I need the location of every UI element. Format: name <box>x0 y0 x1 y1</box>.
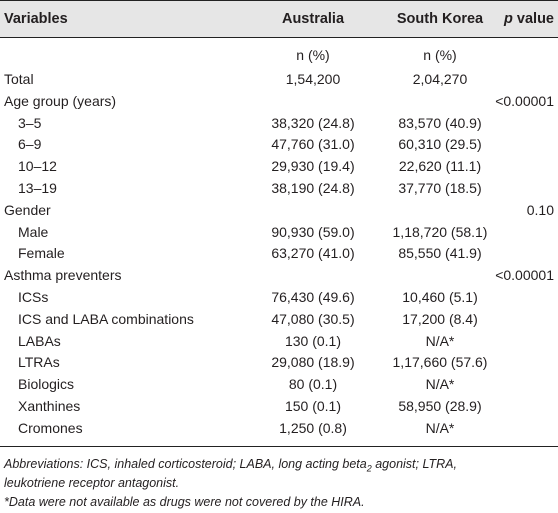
table-row: Gender 0.10 <box>0 199 558 221</box>
cell-south-korea: 1,18,720 (58.1) <box>392 223 488 240</box>
row-label: 10–12 <box>18 158 57 175</box>
table-row: Female 63,270 (41.0) 85,550 (41.9) <box>0 242 558 264</box>
table-row: Biologics 80 (0.1) N/A* <box>0 373 558 395</box>
cell-p-value: 0.10 <box>526 201 554 218</box>
table-row: 10–12 29,930 (19.4) 22,620 (11.1) <box>0 155 558 177</box>
header-p-letter: p <box>504 11 513 27</box>
cell-south-korea: 2,04,270 <box>412 71 468 87</box>
table-row: LTRAs 29,080 (18.9) 1,17,660 (57.6) <box>0 351 558 373</box>
cell-south-korea: 1,17,660 (57.6) <box>392 354 488 371</box>
table-row: 3–5 38,320 (24.8) 83,570 (40.9) <box>0 112 558 134</box>
table-row: Age group (years) <0.00001 <box>0 90 558 112</box>
cell-south-korea: 83,570 (40.9) <box>398 114 482 131</box>
footnote-data-note: *Data were not available as drugs were n… <box>4 495 365 509</box>
subheader-south-korea: n (%) <box>423 47 457 63</box>
header-p-value: p value <box>504 11 554 27</box>
row-label: ICS and LABA combinations <box>18 310 194 327</box>
row-label: 13–19 <box>18 180 57 196</box>
cell-australia: 47,080 (30.5) <box>271 310 355 327</box>
cell-australia: 29,080 (18.9) <box>271 354 355 371</box>
table-row: 6–9 47,760 (31.0) 60,310 (29.5) <box>0 133 558 155</box>
header-south-korea: South Korea <box>396 11 484 27</box>
table-row: LABAs 130 (0.1) N/A* <box>0 330 558 352</box>
cell-south-korea: 22,620 (11.1) <box>398 158 482 175</box>
row-label: Age group (years) <box>4 92 117 109</box>
table-row: ICS and LABA combinations 47,080 (30.5) 17… <box>0 308 558 330</box>
cell-south-korea: 58,950 (28.9) <box>398 398 482 414</box>
row-label: Female <box>18 245 65 262</box>
cell-australia: 1,54,200 <box>285 71 341 87</box>
table-bottom-rule <box>0 446 558 447</box>
footnote-abbreviations: Abbreviations: ICS, inhaled corticostero… <box>4 454 554 479</box>
row-label: Asthma preventers <box>4 267 122 284</box>
table-row: Xanthines 150 (0.1) 58,950 (28.9) <box>0 395 558 417</box>
header-value-word: value <box>512 11 554 27</box>
row-label: Cromones <box>18 419 83 436</box>
footnote-subscript: 2 <box>366 463 372 474</box>
cell-australia: 29,930 (19.4) <box>271 158 355 175</box>
cell-australia: 90,930 (59.0) <box>271 223 355 240</box>
cell-south-korea: 10,460 (5.1) <box>402 289 478 305</box>
table-row: Cromones 1,250 (0.8) N/A* <box>0 417 558 439</box>
table-row: Total 1,54,200 2,04,270 <box>0 68 558 90</box>
row-label: ICSs <box>18 289 49 305</box>
table-row: ICSs 76,430 (49.6) 10,460 (5.1) <box>0 286 558 308</box>
row-label: LABAs <box>18 332 61 349</box>
row-label: Total <box>4 71 34 87</box>
row-label: Gender <box>4 201 51 218</box>
row-label: Male <box>18 223 49 240</box>
table-row: 13–19 38,190 (24.8) 37,770 (18.5) <box>0 177 558 199</box>
cell-australia: 38,190 (24.8) <box>271 180 355 196</box>
table-row: Male 90,930 (59.0) 1,18,720 (58.1) <box>0 221 558 243</box>
row-label: Xanthines <box>18 398 81 414</box>
cell-australia: 47,760 (31.0) <box>271 136 355 153</box>
cell-south-korea: N/A* <box>425 332 455 349</box>
footnote-abbr-text-cont: agonist; LTRA, <box>371 457 457 471</box>
row-label: 6–9 <box>18 136 42 153</box>
footnote-abbreviations-line2: leukotriene receptor antagonist. <box>4 476 180 490</box>
cell-p-value: <0.00001 <box>495 92 554 109</box>
row-label: 3–5 <box>18 114 42 131</box>
table-row: Asthma preventers <0.00001 <box>0 264 558 286</box>
cell-australia: 1,250 (0.8) <box>279 419 347 436</box>
header-variables: Variables <box>4 11 68 27</box>
cell-south-korea: 17,200 (8.4) <box>402 310 478 327</box>
cell-australia: 38,320 (24.8) <box>271 114 355 131</box>
cell-south-korea: 85,550 (41.9) <box>398 245 482 262</box>
cell-p-value: <0.00001 <box>495 267 554 284</box>
cell-australia: 76,430 (49.6) <box>271 289 355 305</box>
header-australia: Australia <box>281 11 345 27</box>
cell-australia: 130 (0.1) <box>284 332 342 349</box>
row-label: LTRAs <box>18 354 60 371</box>
cell-south-korea: 60,310 (29.5) <box>398 136 482 153</box>
cell-australia: 63,270 (41.0) <box>271 245 355 262</box>
footnote-abbr-text: Abbreviations: ICS, inhaled corticostero… <box>4 457 367 471</box>
cell-south-korea: 37,770 (18.5) <box>398 180 482 196</box>
cell-south-korea: N/A* <box>425 376 455 393</box>
table-header-row: Variables Australia South Korea p value <box>0 0 558 38</box>
cell-australia: 150 (0.1) <box>284 398 342 414</box>
row-label: Biologics <box>18 376 75 393</box>
subheader-australia: n (%) <box>296 47 330 63</box>
cell-south-korea: N/A* <box>425 419 455 436</box>
cell-australia: 80 (0.1) <box>288 376 338 393</box>
